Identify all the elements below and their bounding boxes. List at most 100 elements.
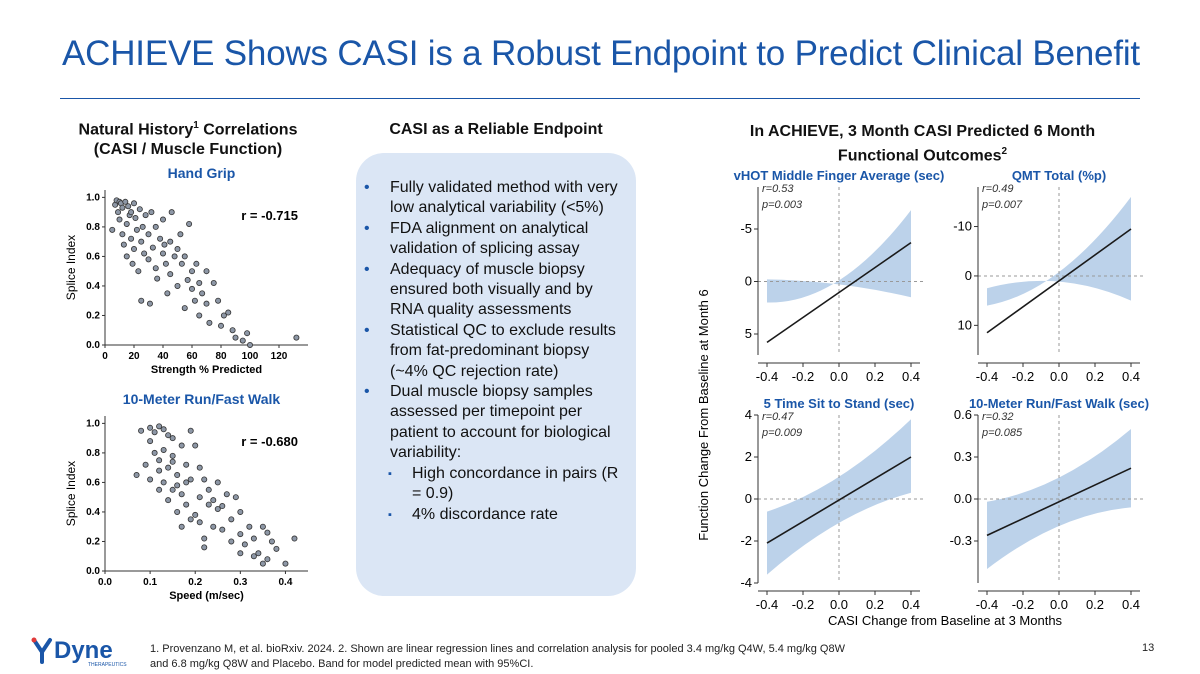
data-point xyxy=(232,494,239,501)
y-tick-label: 0.6 xyxy=(86,251,100,262)
data-point xyxy=(217,322,224,329)
y-tick-label: 0.3 xyxy=(954,449,972,464)
right-panel-heading: In ACHIEVE, 3 Month CASI Predicted 6 Mon… xyxy=(700,122,1145,166)
x-tick-label: 0.2 xyxy=(188,577,202,588)
data-point xyxy=(183,479,190,486)
data-point xyxy=(232,334,239,341)
data-point xyxy=(201,544,208,551)
data-point xyxy=(196,519,203,526)
x-tick-label: 0.0 xyxy=(830,369,848,384)
x-tick-label: -0.4 xyxy=(756,597,778,612)
bullet-text: Adequacy of muscle biopsy ensured both v… xyxy=(390,260,593,319)
left-heading-text-end: Correlations xyxy=(198,121,298,139)
data-point xyxy=(128,235,135,242)
left-heading-superscript: 1 xyxy=(193,120,199,131)
x-tick-label: 0.2 xyxy=(866,369,884,384)
dyne-logo-mark-icon: Dyne THERAPEUTICS xyxy=(31,637,127,668)
data-point xyxy=(178,260,185,267)
data-point xyxy=(138,297,145,304)
data-point xyxy=(139,223,146,230)
data-point xyxy=(156,423,163,430)
data-point xyxy=(237,531,244,538)
data-point xyxy=(174,282,181,289)
data-point xyxy=(174,472,181,479)
x-tick-label: 0.2 xyxy=(1086,369,1104,384)
data-point xyxy=(187,516,194,523)
data-point xyxy=(264,529,271,536)
y-tick-label: 0.6 xyxy=(954,407,972,422)
data-point xyxy=(147,438,154,445)
data-point xyxy=(161,241,168,248)
y-axis-label: Splice Index xyxy=(64,461,78,526)
regression-title: vHOT Middle Finger Average (sec) xyxy=(734,168,945,183)
x-axis-label: Speed (m/sec) xyxy=(169,590,244,602)
data-point xyxy=(157,235,164,242)
data-point xyxy=(136,206,143,213)
endpoint-box xyxy=(356,153,636,596)
data-point xyxy=(131,200,138,207)
data-point xyxy=(148,209,155,216)
x-tick-label: -0.4 xyxy=(976,369,998,384)
data-point xyxy=(203,300,210,307)
data-point xyxy=(206,319,213,326)
y-tick-label: 0.6 xyxy=(86,477,100,488)
bullet-text: Dual muscle biopsy samples assessed per … xyxy=(390,383,611,462)
data-point xyxy=(239,337,246,344)
y-axis-label: Splice Index xyxy=(64,235,78,300)
data-point xyxy=(160,216,167,223)
data-point xyxy=(160,250,167,257)
data-point xyxy=(196,494,203,501)
x-axis-label: Strength % Predicted xyxy=(151,364,262,376)
y-tick-label: -2 xyxy=(740,533,752,548)
data-point xyxy=(151,449,158,456)
data-point xyxy=(214,479,221,486)
y-tick-label: 0.4 xyxy=(86,281,100,292)
data-point xyxy=(193,260,200,267)
data-point xyxy=(244,330,251,337)
data-point xyxy=(151,429,158,436)
x-tick-label: 80 xyxy=(215,351,227,362)
data-point xyxy=(169,452,176,459)
data-point xyxy=(131,246,138,253)
data-point xyxy=(129,260,136,267)
y-tick-label: 5 xyxy=(745,326,752,341)
data-point xyxy=(199,290,206,297)
confidence-band xyxy=(987,196,1131,306)
x-tick-label: 0.1 xyxy=(143,577,157,588)
r-value-label: r=0.53 xyxy=(762,183,794,195)
data-point xyxy=(228,516,235,523)
scatter-title: Hand Grip xyxy=(168,165,236,181)
data-point xyxy=(210,280,217,287)
regression-charts-grid: Function Change From Baseline at Month 6… xyxy=(696,168,1149,628)
correlation-label: r = -0.715 xyxy=(241,208,298,223)
x-tick-label: 0.0 xyxy=(830,597,848,612)
data-point xyxy=(215,297,222,304)
data-point xyxy=(162,260,169,267)
left-panel-heading: Natural History1 Correlations (CASI / Mu… xyxy=(52,116,324,160)
data-point xyxy=(268,538,275,545)
data-point xyxy=(178,523,185,530)
data-point xyxy=(165,464,172,471)
x-tick-label: 0.0 xyxy=(1050,597,1068,612)
r-value-label: r=0.47 xyxy=(762,411,794,423)
data-point xyxy=(145,231,152,238)
data-point xyxy=(135,268,142,275)
regression-panel: 5 Time Sit to Stand (sec) -0.4 -0.2 0.0 0.2 0… xyxy=(740,396,925,612)
data-point xyxy=(264,556,271,563)
data-point xyxy=(109,226,116,233)
data-point xyxy=(123,253,130,260)
logo-wordmark: Dyne xyxy=(54,637,113,664)
data-point xyxy=(167,271,174,278)
data-point xyxy=(133,226,140,233)
y-tick-label: -5 xyxy=(740,221,752,236)
regression-title: 5 Time Sit to Stand (sec) xyxy=(764,396,915,411)
data-point xyxy=(246,523,253,530)
x-tick-label: 0 xyxy=(102,351,108,362)
x-tick-label: 0.0 xyxy=(1050,369,1068,384)
right-heading-line1: In ACHIEVE, 3 Month CASI Predicted 6 Mon… xyxy=(749,123,1096,140)
data-point xyxy=(165,497,172,504)
data-point xyxy=(132,215,139,222)
x-tick-label: -0.2 xyxy=(792,369,814,384)
data-point xyxy=(203,268,210,275)
page-number: 13 xyxy=(1142,642,1155,654)
